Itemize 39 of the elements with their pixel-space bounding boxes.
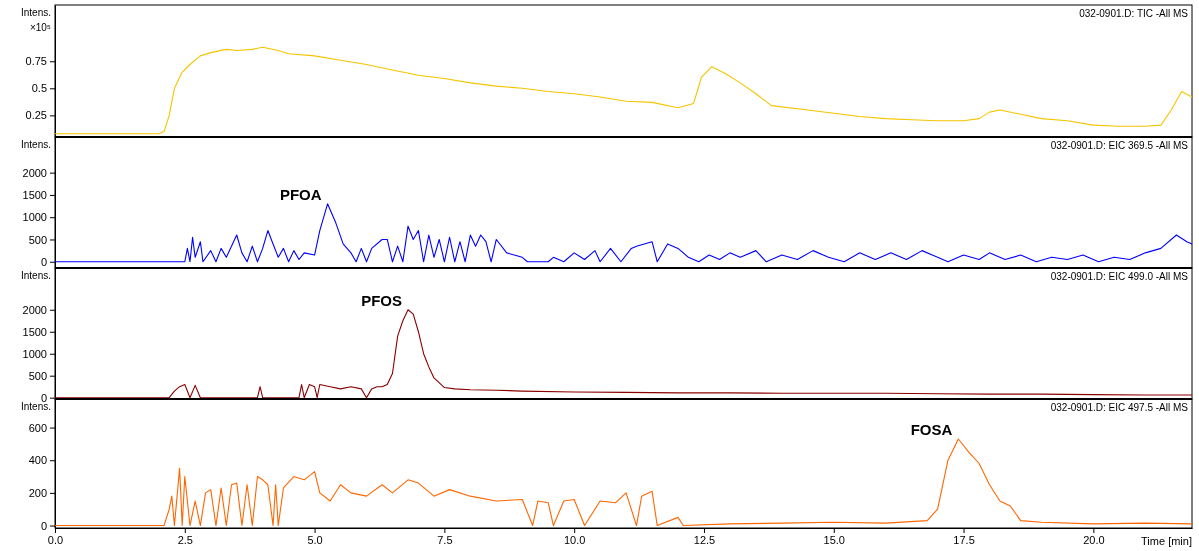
y-tick-label: 2000 — [22, 166, 47, 179]
x-tick-label: 7.5 — [437, 533, 453, 546]
y-tick-label: 1500 — [22, 325, 47, 338]
x-tick-label: 12.5 — [693, 533, 716, 546]
annotation: FOSA — [910, 421, 953, 439]
y-tick-label: 500 — [28, 369, 47, 382]
y-tick-label: 0 — [40, 519, 47, 532]
chart-title: 032-0901.D: EIC 499.0 -All MS — [1050, 271, 1189, 282]
x-tick-label: 0.0 — [47, 533, 64, 546]
y-tick-label: 1000 — [22, 211, 47, 224]
y-tick-label: 2000 — [22, 303, 47, 316]
y-tick-label: 200 — [28, 486, 47, 499]
x-axis-title: Time [min] — [1141, 535, 1192, 547]
chart-title: 032-0901.D: EIC 369.5 -All MS — [1050, 140, 1189, 151]
annotation: PFOS — [361, 291, 403, 309]
x-tick-label: 15.0 — [823, 533, 845, 546]
y-axis-title: Intens. ×10⁵ — [20, 7, 51, 33]
y-tick-label: 0.5 — [31, 82, 47, 95]
y-tick-label: 400 — [28, 454, 47, 467]
annotation: PFOA — [279, 185, 322, 203]
chart-title: 032-0901.D: EIC 497.5 -All MS — [1050, 402, 1189, 413]
y-tick-label: 0.75 — [25, 55, 47, 68]
y-axis-title: Intens. — [20, 401, 51, 412]
y-tick-label: 600 — [28, 421, 47, 434]
y-tick-label: 0 — [40, 391, 47, 404]
y-axis-title: Intens. — [20, 270, 51, 281]
chart-title: 032-0901.D: TIC -All MS — [1079, 8, 1189, 19]
x-tick-label: 5.0 — [307, 533, 323, 546]
y-tick-label: 0.25 — [25, 109, 47, 122]
y-tick-label: 1500 — [22, 188, 47, 201]
y-axis-title: Intens. — [20, 139, 51, 150]
x-tick-label: 2.5 — [177, 533, 193, 546]
y-tick-label: 0 — [40, 255, 47, 268]
y-tick-label: 500 — [28, 233, 47, 246]
line-series — [54, 203, 1193, 263]
x-tick-label: 17.5 — [953, 533, 975, 546]
x-tick-label: 10.0 — [563, 533, 586, 546]
y-tick-label: 1000 — [22, 347, 47, 360]
x-tick-label: 20.0 — [1083, 533, 1105, 546]
